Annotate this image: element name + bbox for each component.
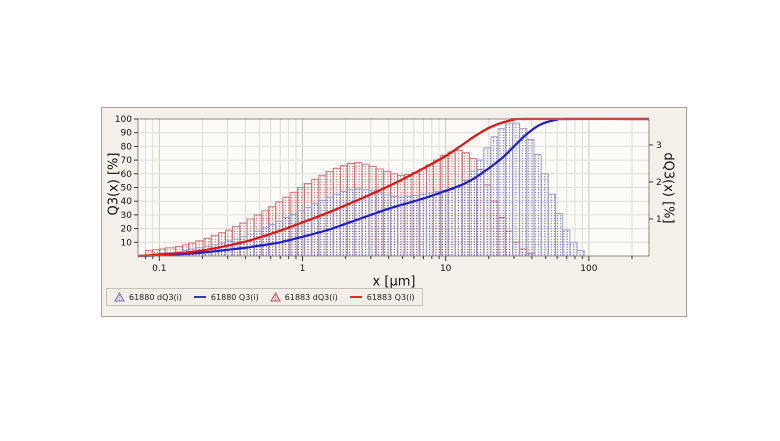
y-right-axis-title: dQ3(x) [%]	[660, 152, 676, 224]
tick-label: 20	[121, 225, 133, 235]
histogram-bar	[440, 189, 449, 257]
histogram-bar	[469, 170, 478, 257]
histogram-bar	[504, 122, 513, 257]
legend-item-label: 61880 Q3(i)	[210, 292, 259, 302]
histogram-bar	[282, 217, 291, 257]
histogram-bar	[454, 187, 463, 257]
legend-item-61880-dQ3-i-: 61880 dQ3(i)	[114, 292, 182, 302]
histogram-bar	[296, 210, 305, 257]
histogram-bar	[569, 241, 578, 257]
legend-line-icon	[193, 296, 206, 298]
histogram-bar	[526, 138, 535, 257]
cumulative-curve-61883-Q3-i-	[137, 117, 650, 258]
histogram-bar	[497, 128, 506, 257]
tick-label: 100	[115, 115, 132, 125]
histogram-bar	[382, 194, 391, 257]
tick-label: 50	[121, 184, 133, 194]
tick-label: 30	[121, 211, 133, 221]
histogram-bar	[519, 128, 528, 257]
histogram-bar	[289, 213, 298, 257]
x-axis-title: x [µm]	[372, 274, 416, 290]
histogram-bar	[547, 193, 556, 257]
tick-label: 60	[121, 170, 133, 180]
histogram-bar	[239, 236, 248, 257]
tick-label: 3	[656, 141, 662, 151]
legend-histogram-triangle-icon	[114, 292, 125, 302]
tick-label: 10	[121, 238, 133, 248]
chart-plot-area: 0.1 1 10 100 10 20 30 40 50 60 70 80 90 100 1 2 3	[115, 115, 662, 274]
legend-item-61883-dQ3-i-: 61883 dQ3(i)	[269, 292, 338, 302]
histogram-bar	[246, 233, 255, 257]
histogram-bar	[418, 193, 427, 257]
histogram-bar	[311, 203, 320, 257]
legend-item-label: 61883 Q3(i)	[366, 292, 415, 302]
histogram-bar	[361, 189, 370, 257]
tick-label: 70	[121, 156, 133, 166]
legend-item-61880-Q3-i-: 61880 Q3(i)	[193, 293, 259, 302]
tick-label: 10	[440, 264, 452, 274]
chart-panel: 0.1 1 10 100 10 20 30 40 50 60 70 80 90 100 1 2 3 Q3(x) …	[101, 107, 687, 317]
histogram-bar	[425, 192, 435, 257]
histogram-bar	[411, 195, 420, 257]
y-left-axis-title: Q3(x) [%]	[106, 152, 122, 216]
tick-label: 0.1	[152, 264, 166, 274]
histogram-bar	[562, 229, 571, 257]
histogram-bar	[261, 227, 270, 257]
histogram-bar	[490, 136, 499, 257]
legend-item-61883-Q3-i-: 61883 Q3(i)	[349, 293, 415, 302]
legend-line-icon	[349, 296, 362, 298]
histogram-bar	[375, 192, 384, 257]
tick-label: 40	[121, 197, 133, 207]
tick-label: 80	[121, 142, 133, 152]
histogram-bar	[576, 249, 585, 257]
legend-item-label: 61880 dQ3(i)	[129, 292, 182, 302]
histogram-bar	[533, 154, 542, 257]
tick-label: 1	[300, 264, 306, 274]
axis-ticks: 0.1 1 10 100 10 20 30 40 50 60 70 80 90 100 1 2 3	[115, 115, 662, 274]
histogram-bar	[318, 200, 327, 257]
histogram-bar	[555, 212, 564, 257]
histogram-bar	[461, 180, 470, 257]
histogram-bar	[433, 191, 442, 257]
legend-histogram-triangle-icon	[269, 292, 281, 302]
tick-label: 1	[656, 215, 662, 225]
legend-item-label: 61883 dQ3(i)	[284, 292, 338, 302]
histogram-bar	[447, 189, 456, 257]
tick-label: 90	[121, 129, 133, 139]
cumulative-curve-61880-Q3-i-	[137, 117, 650, 258]
histogram-bar	[368, 190, 377, 257]
histogram-bar	[253, 230, 263, 257]
histogram-bar	[540, 173, 549, 257]
tick-label: 100	[580, 264, 597, 274]
tick-label: 2	[656, 178, 662, 188]
histogram-bar	[483, 147, 492, 257]
histogram-bar	[404, 195, 413, 257]
chart-legend: 61880 dQ3(i) 61880 Q3(i) 61883 dQ3(i) 61883…	[106, 288, 423, 306]
histogram-bar	[275, 220, 284, 257]
histogram-bar	[268, 224, 277, 257]
histogram-bar	[232, 238, 241, 257]
histogram-bar	[303, 207, 313, 257]
histogram-bar	[325, 196, 334, 257]
